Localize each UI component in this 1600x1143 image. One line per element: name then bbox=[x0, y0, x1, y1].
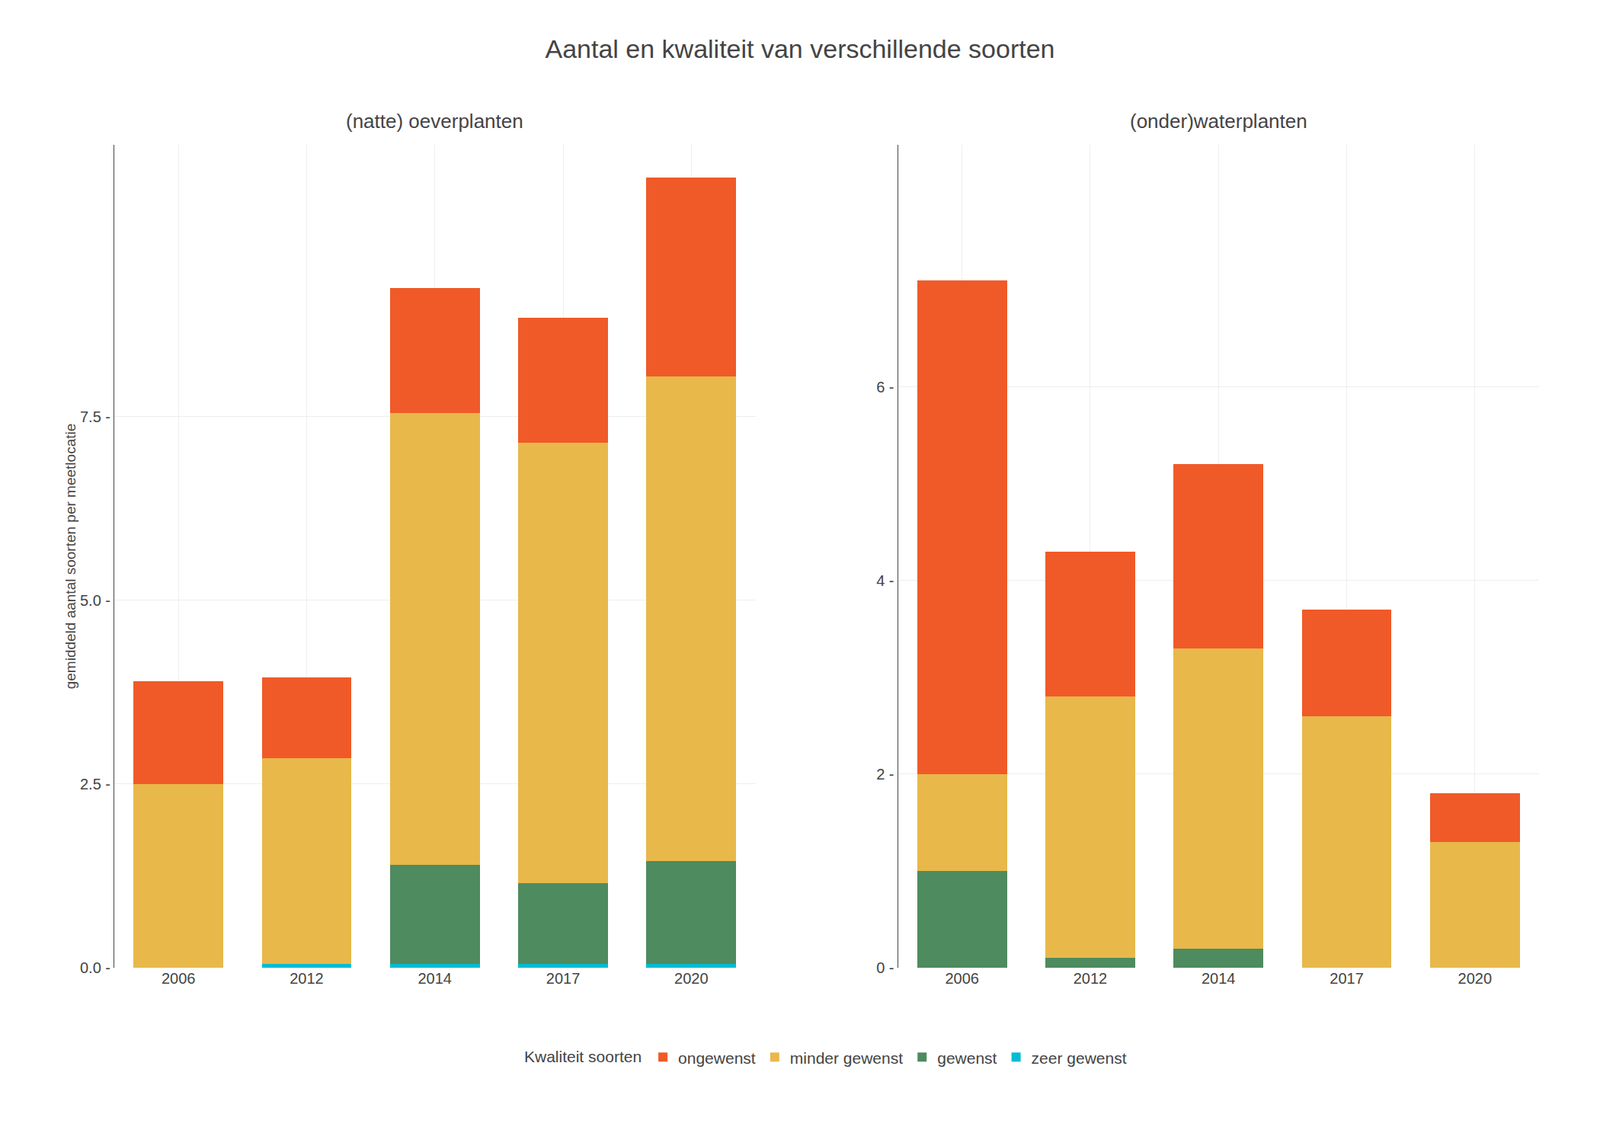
svg-text:Kwaliteit soorten: Kwaliteit soorten bbox=[524, 1048, 642, 1066]
svg-text:Aantal en kwaliteit van versch: Aantal en kwaliteit van verschillende so… bbox=[544, 34, 1055, 64]
svg-text:0.0 -: 0.0 - bbox=[80, 959, 111, 976]
svg-text:2006: 2006 bbox=[944, 969, 980, 987]
svg-text:ongewenst: ongewenst bbox=[678, 1049, 756, 1067]
svg-text:2012: 2012 bbox=[1073, 969, 1108, 987]
svg-text:4 -: 4 - bbox=[876, 572, 894, 589]
svg-text:2020: 2020 bbox=[1458, 969, 1493, 987]
svg-text:2020: 2020 bbox=[674, 969, 709, 987]
svg-text:5.0 -: 5.0 - bbox=[80, 592, 111, 609]
svg-text:gemiddeld aantal soorten per m: gemiddeld aantal soorten per meetlocatie bbox=[62, 423, 79, 690]
svg-text:2017: 2017 bbox=[546, 969, 581, 987]
svg-text:2014: 2014 bbox=[418, 969, 453, 987]
svg-text:7.5 -: 7.5 - bbox=[80, 408, 111, 426]
svg-text:gewenst: gewenst bbox=[937, 1049, 997, 1067]
svg-text:(natte) oeverplanten: (natte) oeverplanten bbox=[345, 109, 524, 133]
svg-text:2017: 2017 bbox=[1329, 969, 1364, 987]
svg-text:2012: 2012 bbox=[289, 969, 324, 987]
svg-text:2014: 2014 bbox=[1201, 969, 1236, 987]
svg-text:zeer gewenst: zeer gewenst bbox=[1031, 1049, 1127, 1067]
svg-text:0 -: 0 - bbox=[876, 959, 894, 976]
svg-text:6 -: 6 - bbox=[876, 378, 894, 396]
svg-text:2.5 -: 2.5 - bbox=[80, 775, 111, 793]
svg-text:(onder)waterplanten: (onder)waterplanten bbox=[1129, 109, 1308, 133]
svg-text:minder gewenst: minder gewenst bbox=[790, 1049, 903, 1067]
svg-text:2006: 2006 bbox=[161, 969, 196, 987]
svg-text:2 -: 2 - bbox=[876, 765, 894, 783]
